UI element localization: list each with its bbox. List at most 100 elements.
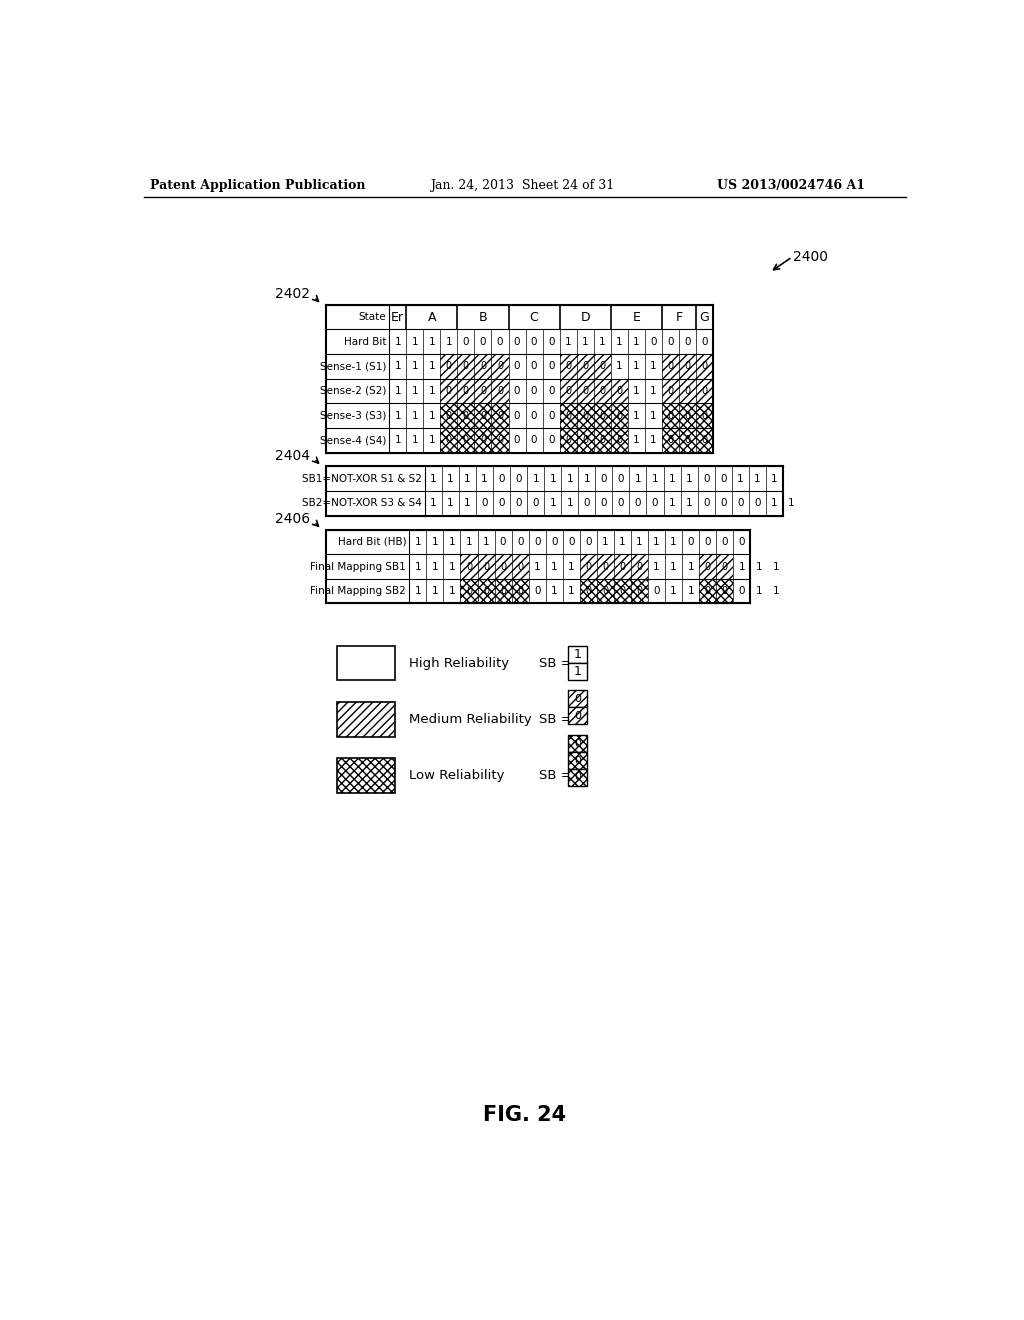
Bar	[560, 404, 577, 428]
Text: 0: 0	[574, 711, 581, 721]
Bar	[631, 578, 648, 603]
Text: 1: 1	[686, 474, 692, 483]
Bar	[461, 554, 477, 579]
Bar	[458, 404, 474, 428]
Text: 0: 0	[687, 537, 694, 546]
Text: 0: 0	[650, 337, 656, 347]
Text: 1: 1	[669, 474, 676, 483]
Text: 1: 1	[566, 474, 573, 483]
Text: 1: 1	[772, 586, 779, 597]
Text: 1: 1	[431, 561, 438, 572]
Text: 0: 0	[530, 411, 538, 421]
Bar	[611, 428, 628, 453]
Text: 0: 0	[583, 362, 589, 371]
Text: 1: 1	[482, 537, 489, 546]
Text: E: E	[633, 310, 640, 323]
Bar	[679, 428, 696, 453]
Text: 1: 1	[551, 586, 557, 597]
Bar	[337, 702, 395, 737]
Text: 1: 1	[671, 537, 677, 546]
Text: 1: 1	[565, 337, 571, 347]
Text: 0: 0	[684, 436, 690, 445]
Text: 0: 0	[754, 499, 761, 508]
Text: 1: 1	[566, 499, 573, 508]
Text: 1: 1	[464, 499, 471, 508]
Bar	[474, 354, 492, 379]
Bar	[477, 554, 495, 579]
Bar	[577, 379, 594, 404]
Text: SB2=NOT-XOR S3 & S4: SB2=NOT-XOR S3 & S4	[302, 499, 422, 508]
Text: 1: 1	[582, 337, 589, 347]
Bar	[716, 554, 733, 579]
Text: 1: 1	[633, 362, 640, 371]
Bar	[597, 578, 614, 603]
Text: 1: 1	[430, 499, 436, 508]
Text: 0: 0	[599, 411, 605, 421]
Text: 0: 0	[499, 499, 505, 508]
Text: 0: 0	[534, 586, 541, 597]
Text: 0: 0	[705, 561, 711, 572]
Text: Hard Bit: Hard Bit	[344, 337, 386, 347]
Text: 0: 0	[463, 385, 469, 396]
Text: 1: 1	[651, 474, 658, 483]
Text: 0: 0	[722, 537, 728, 546]
Text: 0: 0	[668, 385, 674, 396]
Bar	[568, 752, 587, 770]
Text: 1: 1	[602, 537, 608, 546]
Bar	[458, 379, 474, 404]
Text: Final Mapping SB2: Final Mapping SB2	[310, 586, 407, 597]
Text: 0: 0	[551, 537, 557, 546]
Text: 0: 0	[684, 337, 691, 347]
Bar	[461, 578, 477, 603]
Text: 0: 0	[584, 499, 590, 508]
Bar	[594, 428, 611, 453]
Text: 0: 0	[514, 385, 520, 396]
Text: 0: 0	[530, 436, 538, 445]
Bar	[696, 379, 713, 404]
Bar	[580, 554, 597, 579]
Text: 0: 0	[480, 385, 486, 396]
Bar	[679, 354, 696, 379]
Text: 1: 1	[633, 411, 640, 421]
Text: 0: 0	[635, 499, 641, 508]
Bar	[662, 428, 679, 453]
Bar	[679, 379, 696, 404]
Bar	[474, 428, 492, 453]
Bar	[614, 554, 631, 579]
Text: Final Mapping SB1: Final Mapping SB1	[310, 561, 407, 572]
Text: 0: 0	[586, 561, 592, 572]
Text: B: B	[478, 310, 487, 323]
Text: 1: 1	[650, 385, 656, 396]
Text: 1: 1	[532, 474, 539, 483]
Bar	[631, 554, 648, 579]
Text: 1: 1	[415, 586, 421, 597]
Bar	[662, 354, 679, 379]
Bar	[696, 354, 713, 379]
Text: 0: 0	[568, 537, 574, 546]
Bar	[577, 428, 594, 453]
Text: 0: 0	[602, 561, 608, 572]
Bar	[474, 428, 492, 453]
Bar	[458, 428, 474, 453]
Bar	[662, 404, 679, 428]
Bar	[696, 404, 713, 428]
Text: 0: 0	[720, 474, 726, 483]
Bar	[594, 428, 611, 453]
Text: 1: 1	[771, 474, 777, 483]
Bar	[662, 379, 679, 404]
Text: 0: 0	[738, 586, 745, 597]
Bar	[611, 379, 628, 404]
Text: 0: 0	[705, 537, 711, 546]
Bar	[440, 404, 458, 428]
Bar	[577, 379, 594, 404]
Text: 0: 0	[585, 537, 592, 546]
Text: 0: 0	[722, 561, 728, 572]
Bar	[597, 578, 614, 603]
Text: 1: 1	[466, 537, 472, 546]
Bar	[716, 554, 733, 579]
Text: 1: 1	[633, 385, 640, 396]
Text: 0: 0	[548, 337, 554, 347]
Text: 1: 1	[412, 436, 418, 445]
Text: Hard Bit (HB): Hard Bit (HB)	[338, 537, 407, 546]
Text: 0: 0	[565, 385, 571, 396]
